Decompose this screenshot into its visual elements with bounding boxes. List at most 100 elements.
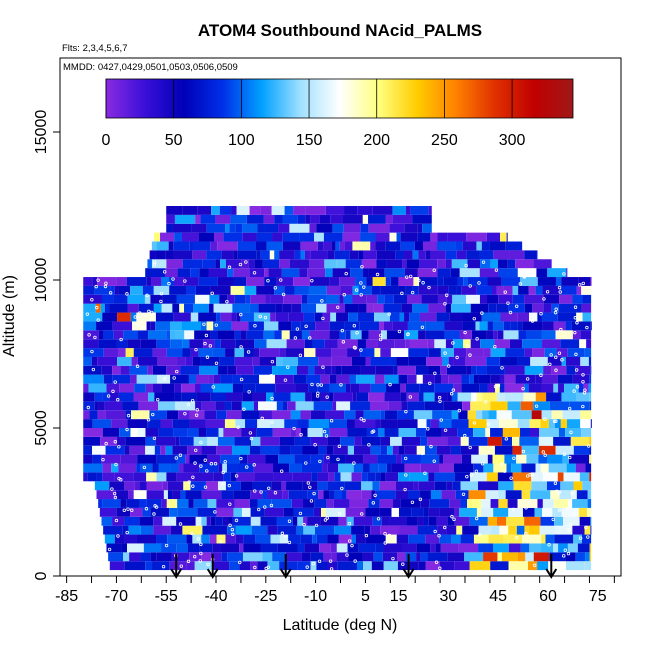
sample-dot: [387, 312, 391, 316]
sample-dot: [126, 507, 130, 511]
curtain-cell: [169, 561, 187, 571]
sample-dot: [269, 374, 273, 378]
curtain-cell: [289, 463, 302, 473]
curtain-cell: [565, 321, 572, 331]
curtain-cell: [195, 285, 211, 295]
curtain-cell: [175, 401, 196, 411]
sample-dot: [370, 430, 374, 434]
curtain-cell: [400, 241, 415, 251]
sample-dot: [126, 413, 131, 418]
curtain-cell: [320, 392, 330, 402]
curtain-cell: [578, 507, 588, 517]
curtain-cell: [512, 285, 519, 295]
curtain-cell: [102, 472, 115, 482]
curtain-cell: [208, 268, 228, 278]
curtain-cell: [380, 525, 400, 535]
curtain-cell: [233, 250, 238, 260]
curtain-cell: [491, 525, 500, 535]
sample-dot: [553, 310, 558, 315]
curtain-cell: [508, 507, 523, 517]
curtain-cell: [314, 365, 325, 375]
curtain-cell: [418, 561, 426, 571]
curtain-cell: [297, 543, 305, 553]
curtain-cell: [566, 365, 576, 375]
curtain-cell: [140, 525, 154, 535]
curtain-cell: [177, 268, 191, 278]
curtain-cell: [153, 525, 171, 535]
sample-dot: [515, 535, 519, 540]
curtain-cell: [425, 428, 442, 437]
curtain-cell: [140, 463, 153, 473]
curtain-cell: [396, 534, 409, 544]
curtain-cell: [482, 410, 489, 420]
curtain-cell: [526, 454, 539, 464]
curtain-cell: [380, 445, 388, 455]
curtain-cell: [384, 294, 394, 304]
curtain-cell: [345, 507, 366, 517]
sample-dot: [246, 350, 251, 354]
sample-dot: [323, 518, 328, 522]
curtain-cell: [139, 516, 154, 526]
curtain-cell: [252, 481, 272, 491]
sample-dot: [511, 507, 516, 512]
sample-dot: [225, 299, 229, 304]
curtain-cell: [416, 374, 423, 384]
curtain-cell: [423, 392, 435, 402]
curtain-cell: [282, 241, 301, 251]
curtain-cell: [309, 223, 317, 233]
curtain-cell: [98, 499, 103, 508]
curtain-cell: [349, 499, 369, 508]
sample-dot: [391, 556, 395, 561]
curtain-cell: [126, 277, 147, 286]
sample-dot: [317, 559, 322, 563]
curtain-cell: [138, 303, 154, 313]
curtain-cell: [385, 277, 391, 286]
curtain-cell: [291, 499, 303, 508]
curtain-cell: [309, 330, 330, 340]
curtain-cell: [408, 534, 426, 544]
y-axis-label: Altitude (m): [1, 275, 18, 357]
curtain-cell: [351, 472, 362, 482]
sample-dot: [186, 559, 191, 564]
curtain-cell: [166, 410, 179, 420]
curtain-cell: [520, 543, 530, 553]
curtain-cell: [186, 561, 195, 571]
curtain-cell: [580, 410, 592, 420]
curtain-cell: [104, 303, 110, 313]
curtain-cell: [223, 428, 242, 437]
curtain-cell: [307, 428, 323, 437]
curtain-cell: [452, 481, 461, 491]
curtain-cell: [236, 312, 241, 322]
curtain-cell: [370, 445, 381, 455]
curtain-cell: [478, 481, 499, 491]
sample-dot: [360, 512, 364, 516]
curtain-cell: [546, 481, 561, 491]
curtain-cell: [317, 481, 328, 491]
curtain-cell: [294, 250, 301, 260]
curtain-cell: [372, 277, 386, 286]
curtain-cell: [224, 401, 232, 411]
sample-dot: [111, 389, 115, 394]
curtain-cell: [221, 552, 228, 562]
curtain-cell: [219, 356, 235, 366]
curtain-cell: [384, 392, 401, 402]
curtain-cell: [545, 534, 555, 544]
curtain-cell: [209, 294, 220, 304]
sample-dot: [163, 270, 167, 274]
curtain-cell: [198, 312, 217, 322]
sample-dot: [326, 455, 330, 460]
curtain-cell: [589, 552, 592, 562]
curtain-cell: [320, 516, 339, 526]
curtain-cell: [131, 356, 138, 366]
curtain-cell: [537, 312, 542, 322]
curtain-cell: [173, 428, 188, 437]
curtain-cell: [391, 463, 405, 473]
curtain-cell: [436, 445, 451, 455]
sample-dot: [455, 355, 459, 360]
curtain-cell: [146, 472, 157, 482]
sample-dot: [325, 395, 329, 399]
curtain-cell: [476, 365, 487, 375]
curtain-cell: [190, 481, 206, 491]
curtain-cell: [491, 285, 497, 295]
curtain-cell: [536, 250, 538, 260]
